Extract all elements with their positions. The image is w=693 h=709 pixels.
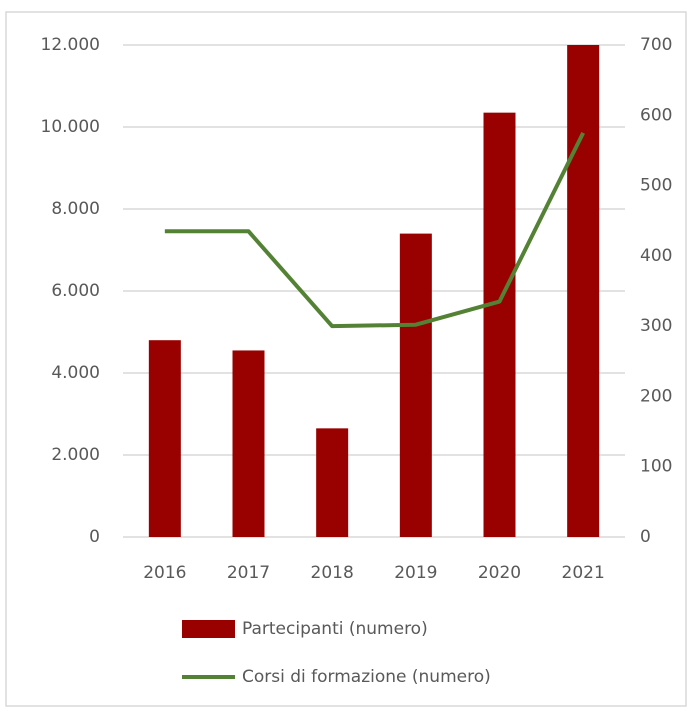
bar bbox=[483, 112, 516, 538]
y-tick-label: 10.000 bbox=[41, 117, 100, 137]
y-tick-label: 0 bbox=[89, 527, 100, 547]
y-tick-label: 12.000 bbox=[41, 35, 100, 55]
bar bbox=[316, 428, 349, 537]
legend-label: Partecipanti (numero) bbox=[242, 619, 428, 639]
y-tick-label: 8.000 bbox=[51, 199, 100, 219]
x-tick-label: 2020 bbox=[478, 563, 521, 583]
y2-tick-label: 600 bbox=[640, 105, 672, 125]
y2-tick-label: 500 bbox=[640, 176, 672, 196]
legend-label: Corsi di formazione (numero) bbox=[242, 667, 491, 687]
x-tick-label: 2021 bbox=[562, 563, 605, 583]
x-tick-label: 2018 bbox=[311, 563, 354, 583]
y2-tick-label: 200 bbox=[640, 386, 672, 406]
y-tick-label: 4.000 bbox=[51, 363, 100, 383]
y2-tick-label: 700 bbox=[640, 35, 672, 55]
x-tick-label: 2017 bbox=[227, 563, 270, 583]
legend-swatch bbox=[182, 620, 235, 638]
y2-tick-label: 300 bbox=[640, 316, 672, 336]
x-tick-label: 2019 bbox=[394, 563, 437, 583]
bar bbox=[567, 45, 600, 537]
line bbox=[164, 131, 585, 329]
bar bbox=[399, 233, 432, 537]
y2-tick-label: 0 bbox=[640, 527, 651, 547]
y2-tick-label: 100 bbox=[640, 457, 672, 477]
x-tick-label: 2016 bbox=[143, 563, 186, 583]
y2-tick-label: 400 bbox=[640, 246, 672, 266]
bar bbox=[232, 350, 265, 537]
bar bbox=[148, 340, 181, 537]
y-tick-label: 6.000 bbox=[51, 281, 100, 301]
y-tick-label: 2.000 bbox=[51, 445, 100, 465]
